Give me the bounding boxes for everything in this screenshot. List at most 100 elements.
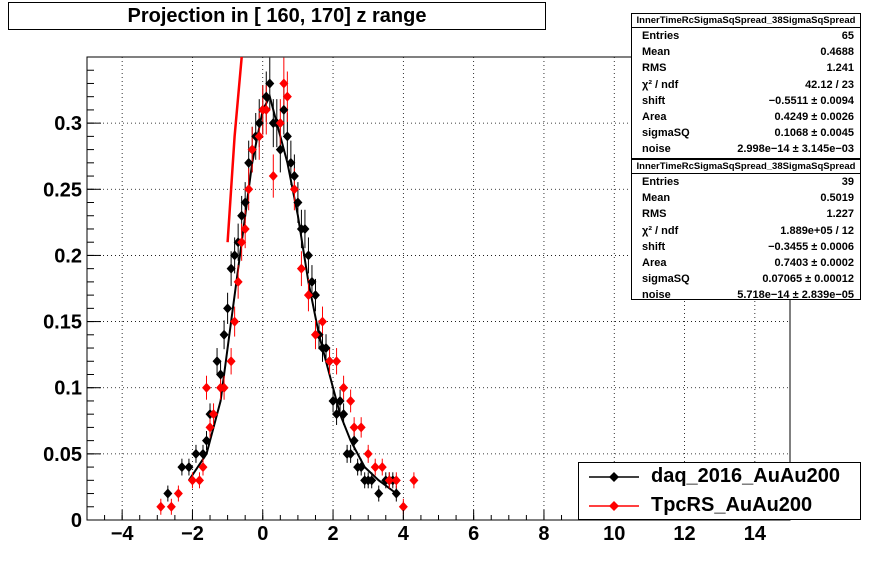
- data-point: [279, 104, 289, 115]
- stats-header: InnerTimeRcSigmaSqSpread_38SigmaSqSpread: [632, 160, 860, 174]
- stats-row-shift: shift −0.5511 ± 0.0094: [632, 93, 860, 109]
- stats-header: InnerTimeRcSigmaSqSpread_38SigmaSqSpread: [632, 14, 860, 28]
- stats-value: −0.3455 ± 0.0006: [768, 240, 854, 253]
- data-point: [339, 382, 349, 393]
- stats-box-daq: InnerTimeRcSigmaSqSpread_38SigmaSqSpread…: [631, 13, 861, 159]
- stats-value: 2.998e−14 ± 3.145e−03: [737, 143, 854, 156]
- stats-value: 0.4249 ± 0.0026: [774, 110, 854, 123]
- data-point: [254, 118, 264, 129]
- data-point: [212, 356, 222, 367]
- data-point: [349, 435, 359, 446]
- data-point: [240, 223, 250, 234]
- data-point: [202, 382, 212, 393]
- stats-value: 65: [841, 30, 854, 42]
- data-point: [289, 184, 299, 195]
- data-point: [198, 462, 208, 473]
- data-point: [282, 131, 292, 142]
- data-point: [230, 250, 240, 261]
- stats-row-area: Area 0.4249 ± 0.0026: [632, 109, 860, 125]
- stats-row-sigmasq: sigmaSQ 0.1068 ± 0.0045: [632, 125, 860, 141]
- x-tick-label: 2: [327, 523, 338, 545]
- y-tick-label: 0.15: [43, 312, 82, 334]
- stats-row-shift: shift −0.3455 ± 0.0006: [632, 239, 860, 255]
- stats-value: 0.1068 ± 0.0045: [774, 127, 854, 140]
- stats-row-noise: noise 2.998e−14 ± 3.145e−03: [632, 141, 860, 157]
- data-point: [332, 356, 342, 367]
- x-tick-label: −2: [181, 523, 204, 545]
- legend-entry-daq: daq_2016_AuAu200: [579, 463, 860, 491]
- y-tick-label: 0.2: [54, 245, 82, 267]
- data-point: [237, 237, 247, 248]
- data-point: [156, 501, 166, 512]
- data-point: [226, 263, 236, 274]
- stats-key: RMS: [642, 62, 667, 75]
- x-tick-label: 4: [398, 523, 410, 545]
- stats-value: 0.7403 ± 0.0002: [774, 256, 854, 269]
- stats-key: Entries: [642, 176, 680, 188]
- stats-key: RMS: [642, 208, 667, 221]
- stats-key: Area: [642, 256, 667, 269]
- stats-key: noise: [642, 143, 671, 156]
- stats-row-chi2: χ² / ndf 1.889e+05 / 12: [632, 223, 860, 239]
- stats-key: sigmaSQ: [642, 127, 690, 140]
- data-point: [216, 369, 226, 380]
- stats-value: 0.4688: [820, 46, 854, 59]
- data-point: [328, 395, 338, 406]
- data-point: [191, 448, 201, 459]
- data-point: [261, 91, 271, 102]
- y-tick-label: 0.3: [54, 113, 82, 135]
- data-point: [332, 409, 342, 420]
- stats-value: 5.718e−14 ± 2.839e−05: [737, 289, 854, 302]
- data-point: [377, 462, 387, 473]
- data-point: [268, 171, 278, 182]
- data-point: [398, 501, 408, 512]
- legend-label: TpcRS_AuAu200: [651, 494, 813, 516]
- data-point: [166, 501, 176, 512]
- stats-key: shift: [642, 240, 666, 253]
- stats-row-chi2: χ² / ndf 42.12 / 23: [632, 77, 860, 93]
- stats-value: 0.5019: [820, 192, 854, 205]
- x-tick-label: 14: [744, 523, 767, 545]
- data-point: [265, 78, 275, 89]
- data-point: [275, 118, 285, 129]
- stats-row-sigmasq: sigmaSQ 0.07065 ± 0.00012: [632, 271, 860, 287]
- legend-marker-icon: [589, 472, 639, 482]
- stats-row-mean: Mean 0.4688: [632, 44, 860, 60]
- data-point: [391, 488, 401, 499]
- x-tick-label: 8: [538, 523, 549, 545]
- data-point: [367, 475, 377, 486]
- data-point: [177, 462, 187, 473]
- legend-label: daq_2016_AuAu200: [651, 465, 840, 487]
- data-point: [244, 157, 254, 168]
- data-point: [230, 316, 240, 327]
- stats-key: Mean: [642, 192, 671, 205]
- data-point: [293, 197, 303, 208]
- data-point: [205, 422, 215, 433]
- data-points: [156, 78, 419, 512]
- data-point: [296, 263, 306, 274]
- data-point: [247, 144, 257, 155]
- data-point: [219, 382, 229, 393]
- data-point: [233, 276, 243, 287]
- stats-row-rms: RMS 1.241: [632, 60, 860, 76]
- data-point: [318, 316, 328, 327]
- data-point: [384, 475, 394, 486]
- stats-key: Mean: [642, 46, 671, 59]
- x-tick-label: 12: [673, 523, 695, 545]
- data-point: [409, 475, 419, 486]
- x-axis-ticks: −4 −2 0 2 4 6 8 10 12 14: [86, 510, 791, 545]
- stats-row-rms: RMS 1.227: [632, 206, 860, 222]
- x-tick-label: 10: [603, 523, 625, 545]
- data-point: [261, 104, 271, 115]
- data-point: [237, 210, 247, 221]
- data-point: [209, 409, 219, 420]
- stats-value: 1.241: [826, 62, 854, 75]
- data-point: [339, 409, 349, 420]
- data-point: [173, 488, 183, 499]
- stats-key: χ² / ndf: [642, 224, 679, 237]
- data-point: [346, 448, 356, 459]
- x-tick-label: 0: [257, 523, 268, 545]
- stats-value: −0.5511 ± 0.0094: [768, 94, 854, 107]
- data-point: [194, 475, 204, 486]
- data-point: [310, 329, 320, 340]
